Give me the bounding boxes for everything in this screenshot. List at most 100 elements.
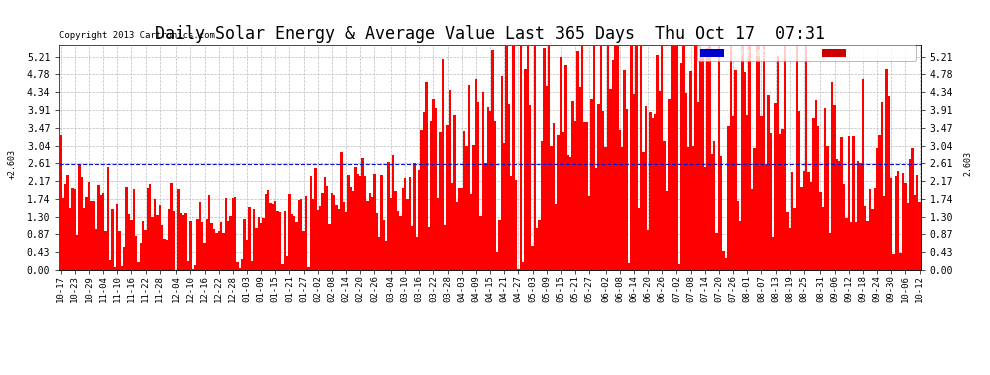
Bar [76,235,78,270]
Bar [742,45,743,270]
Bar [317,210,319,270]
Bar [777,56,779,270]
Bar [820,192,822,270]
Bar [123,247,126,270]
Bar [743,72,746,270]
Bar [453,115,455,270]
Bar [878,135,880,270]
Bar [607,45,609,270]
Bar [100,195,102,270]
Bar [119,231,121,270]
Bar [463,131,465,270]
Bar [805,45,808,270]
Bar [455,202,458,270]
Bar [135,236,138,270]
Bar [394,190,397,270]
Bar [69,209,71,270]
Bar [264,194,267,270]
Bar [319,206,322,270]
Bar [677,264,680,270]
Bar [746,115,748,270]
Bar [470,194,472,270]
Bar [279,212,281,270]
Bar [187,261,189,270]
Bar [919,202,921,270]
Bar [534,45,536,270]
Bar [211,223,213,270]
Bar [184,213,187,270]
Bar [244,219,246,270]
Bar [609,89,612,270]
Bar [126,187,128,270]
Bar [322,194,324,270]
Bar [841,137,842,270]
Bar [498,220,501,270]
Legend: Average  ($), Daily  ($): Average ($), Daily ($) [697,45,916,61]
Bar [494,121,496,270]
Bar [892,254,895,270]
Bar [839,161,841,270]
Bar [739,220,742,270]
Bar [600,45,602,270]
Bar [225,198,227,270]
Bar [215,233,218,270]
Bar [411,226,414,270]
Bar [800,187,803,270]
Bar [189,221,191,270]
Bar [496,252,498,270]
Bar [267,190,269,270]
Bar [128,214,131,270]
Bar [735,70,737,270]
Bar [562,132,564,270]
Bar [237,262,239,270]
Bar [153,200,156,270]
Bar [421,130,423,270]
Bar [151,217,153,270]
Bar [61,198,64,270]
Bar [571,101,574,270]
Bar [574,121,576,270]
Bar [281,264,283,270]
Bar [300,199,303,270]
Bar [624,70,626,270]
Bar [661,45,663,270]
Bar [472,146,475,270]
Bar [520,45,522,270]
Bar [390,198,392,270]
Bar [643,152,644,270]
Bar [842,184,845,270]
Bar [784,45,786,270]
Bar [102,193,104,270]
Bar [97,185,100,270]
Bar [333,195,336,270]
Bar [111,210,114,270]
Bar [720,156,723,270]
Bar [418,170,421,270]
Bar [576,51,578,270]
Bar [895,176,897,270]
Bar [305,195,307,270]
Bar [64,184,66,270]
Bar [460,188,463,270]
Bar [737,201,739,270]
Bar [274,201,276,270]
Bar [222,233,225,270]
Bar [329,224,331,270]
Bar [831,82,834,270]
Bar [156,215,158,270]
Bar [578,87,581,270]
Bar [557,135,559,270]
Bar [772,237,774,270]
Bar [109,260,111,270]
Bar [239,268,242,270]
Bar [133,189,135,270]
Bar [817,126,820,270]
Bar [448,90,451,270]
Bar [614,45,617,270]
Bar [753,147,755,270]
Bar [458,188,460,270]
Bar [680,63,682,270]
Bar [876,147,878,270]
Bar [425,82,428,270]
Bar [168,209,170,270]
